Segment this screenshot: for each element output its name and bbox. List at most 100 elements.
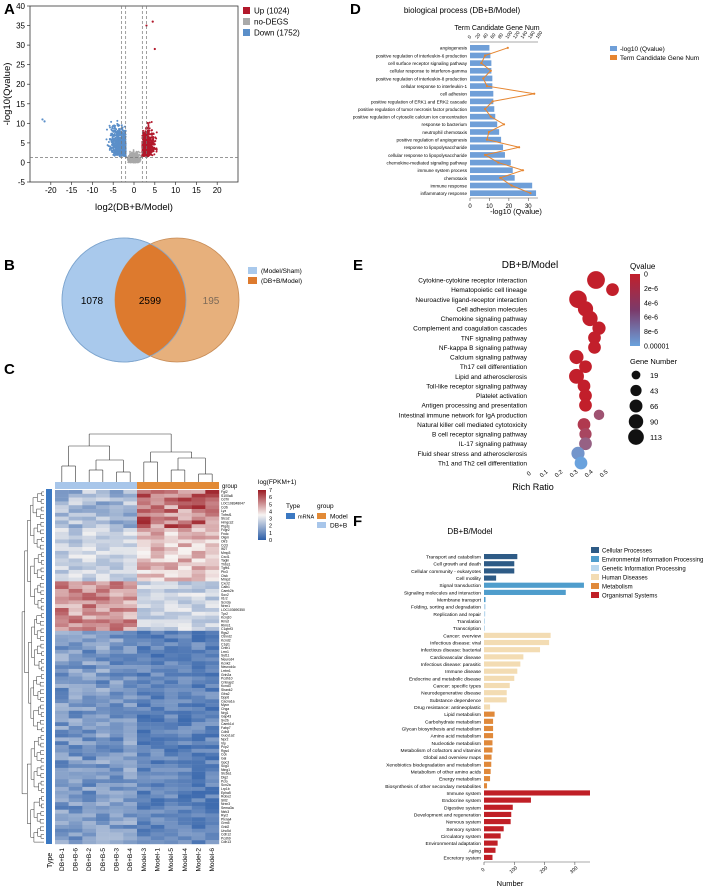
heatmap-cell [150,509,165,514]
heatmap-cell [55,790,69,795]
heatmap-cell [96,577,110,582]
heatmap-cell [109,649,124,654]
kegg-class-label: Global and overview maps [423,755,481,761]
heatmap-cell [137,501,151,506]
heatmap-cell [150,813,165,818]
nodeg-point [127,161,130,164]
heatmap-cell [96,535,110,540]
heatmap-cell [82,539,97,544]
down-point [108,148,111,151]
gene-label: Grin2a [221,673,231,677]
heatmap-cell [205,703,220,708]
down-point [118,131,121,134]
heatmap-cell [150,501,165,506]
heatmap-cell [68,623,83,628]
heatmap-cell [164,737,179,742]
heatmap-cell [55,569,69,574]
heatmap-cell [82,729,97,734]
column-label: Model-1 [155,848,162,872]
heatmap-cell [150,611,165,616]
nodeg-point [139,154,142,157]
heatmap-cell [82,790,97,795]
bubble-point [606,283,619,296]
heatmap-cell [205,680,220,685]
heatmap-cell [55,733,69,738]
heatmap-cell [68,729,83,734]
heatmap-cell [137,741,151,746]
heatmap-cell [109,558,124,563]
heatmap-cell [55,627,69,632]
heatmap-cell [205,611,220,616]
heatmap-cell [68,512,83,517]
x-tick-label: 10 [171,186,180,195]
heatmap-cell [82,840,97,845]
kegg-class-bar [484,582,584,588]
heatmap-cell [150,790,165,795]
heatmap-cell [96,501,110,506]
heatmap-cell [191,501,206,506]
gene-label: Gpc3 [221,760,229,764]
heatmap-cell [191,676,206,681]
bubble-x-tick-label: 0.4 [584,469,595,479]
heatmap-cell [137,573,151,578]
heatmap-cell [96,714,110,719]
heatmap-cell [109,604,124,609]
heatmap-cell [178,646,192,651]
kegg-class-label: Sensory system [446,827,481,833]
qvalue-tick-label: 8e-6 [644,329,658,336]
heatmap-cell [137,779,151,784]
gene-label: Cxcl1 [221,555,230,559]
heatmap-cell [164,615,179,620]
heatmap-cell [164,627,179,632]
heatmap-cell [68,531,83,536]
x-tick-label: 0 [132,186,137,195]
kegg-class-label: Glycan biosynthesis and metabolism [402,726,481,732]
heatmap-cell [68,630,83,635]
heatmap-cell [109,539,124,544]
heatmap-cell [123,638,138,643]
heatmap-cell [191,577,206,582]
heatmap-cell [137,802,151,807]
panel-letter-e: E [353,257,363,274]
bubble-point [579,360,592,374]
bubble-x-axis: 0 0.1 0.2 0.3 0.4 0.5 [526,469,610,479]
heatmap-cell [96,836,110,841]
up-point [150,144,153,147]
heatmap-cell [55,630,69,635]
heatmap-cell [164,562,179,567]
heatmap-cell [137,505,151,510]
down-point [112,148,115,151]
size-legend-label: 113 [650,433,662,442]
heatmap-cell [123,573,138,578]
kegg-class-label: Endocrine and metabolic disease [409,676,481,682]
heatmap-cell [82,706,97,711]
heatmap-cell [178,516,192,521]
heatmap-cell [205,767,220,772]
go-x-tick-label: 30 [525,204,532,210]
heatmap-cell [205,756,220,761]
panel-letter-b: B [4,257,15,274]
heatmap-cell [55,539,69,544]
heatmap-cell [191,680,206,685]
heatmap-cell [68,665,83,670]
heatmap-cell [137,604,151,609]
heatmap-cell [123,550,138,555]
heatmap-cell [55,809,69,814]
heatmap-cell [68,505,83,510]
qvalue-tick-label: 2e-6 [644,286,658,293]
heatmap-cell [137,592,151,597]
heatmap-cell [164,828,179,833]
gene-label: Shank2 [221,688,233,692]
heatmap-cell [178,627,192,632]
go-gene-num-point [491,100,494,103]
heatmap-cell [178,836,192,841]
nodeg-point [131,160,134,163]
heatmap-cell [82,798,97,803]
kegg-legend-swatch [591,574,599,580]
heatmap-cell [82,512,97,517]
nodeg-point [135,161,138,163]
heatmap-cell [82,524,97,529]
bubble-category-label: Natural killer cell mediated cytotoxicit… [417,422,528,429]
heatmap-cell [109,760,124,765]
